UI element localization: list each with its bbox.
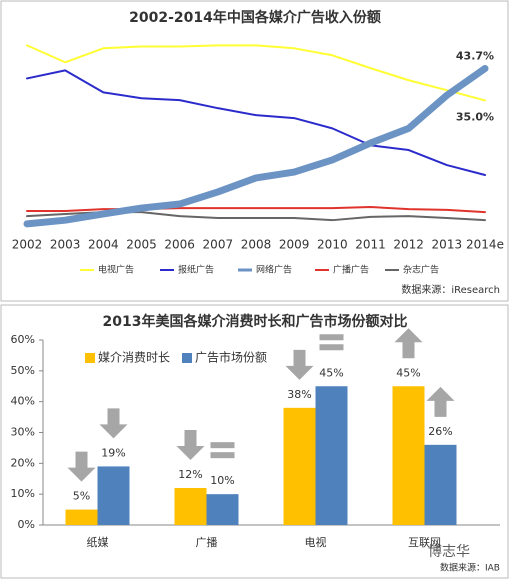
x-tick-label: 广播 [196,535,218,549]
trend-icon [319,344,344,351]
bar [65,509,98,525]
x-tick-label: 2012 [393,238,424,252]
value-label: 35.0% [456,110,494,123]
legend-label: 电视广告 [98,264,134,276]
y-tick-label: 30% [11,426,35,439]
legend-label: 广告市场份额 [195,350,267,365]
line [26,44,486,102]
trend-icon [426,386,455,417]
x-tick-label: 互联网 [408,536,441,549]
trend-icon [319,334,344,341]
line [26,69,486,177]
panel-border [0,304,509,579]
x-tick-label: 2011 [355,238,386,252]
value-label: 45% [396,366,420,379]
bar [206,494,239,525]
value-label: 10% [210,474,234,487]
legend-label: 广播广告 [333,264,369,276]
legend-swatch [85,353,95,363]
trend-icon [210,442,235,449]
chart-title: 2013年美国各媒介消费时长和广告市场份额对比 [103,313,408,330]
chart-title: 2002-2014年中国各媒介广告收入份额 [129,9,381,26]
line [23,65,489,228]
value-label: 12% [178,468,202,481]
value-label: 45% [319,366,343,379]
x-tick-label: 2005 [126,238,157,252]
legend-label: 网络广告 [256,264,292,276]
legend-label: 媒介消费时长 [98,351,170,365]
y-tick-label: 10% [11,487,35,500]
x-tick-label: 2006 [164,238,195,252]
x-tick-label: 电视 [305,535,327,549]
x-tick-label: 2013 [432,238,463,252]
x-tick-label: 2003 [50,238,81,252]
bar [97,466,130,525]
x-tick-label: 2010 [317,238,348,252]
value-label: 19% [101,446,125,459]
bar [424,444,457,525]
trend-icon [285,349,314,380]
y-tick-label: 60% [11,333,35,346]
value-label: 38% [287,388,311,401]
trend-icon [394,328,423,359]
bar [174,488,207,525]
value-label: 5% [73,490,90,503]
source: 数据来源：IAB [440,562,500,574]
trend-icon [99,408,128,439]
y-tick-label: 20% [11,456,35,469]
value-label: 26% [428,425,452,438]
y-tick-label: 40% [11,395,35,408]
bar [315,386,348,525]
x-tick-label: 2002 [12,238,43,252]
trend-icon [210,452,235,459]
legend-label: 报纸广告 [178,264,214,276]
legend-label: 杂志广告 [403,264,439,276]
panel-border [0,0,509,302]
x-tick-label: 2007 [203,238,234,252]
x-tick-label: 2014e [466,238,504,252]
legend-swatch [182,353,192,363]
source: 数据来源：iResearch [401,283,500,296]
bar [392,386,425,525]
bar [283,407,316,525]
x-tick-label: 纸媒 [87,536,109,549]
x-tick-label: 2009 [279,238,310,252]
y-tick-label: 50% [11,364,35,377]
x-tick-label: 2004 [88,238,119,252]
x-tick-label: 2008 [241,238,272,252]
value-label: 43.7% [456,50,494,63]
watermark: 博志华 [428,543,470,560]
line [26,205,486,214]
trend-icon [176,430,205,460]
trend-icon [67,451,96,482]
y-tick-label: 0% [18,518,35,531]
